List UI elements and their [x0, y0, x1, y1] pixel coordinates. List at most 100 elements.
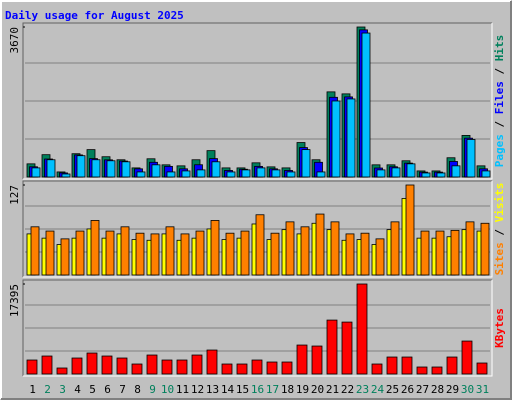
bar	[316, 171, 326, 178]
bar	[256, 167, 266, 178]
bar	[406, 163, 416, 178]
bar	[451, 165, 461, 178]
bar	[271, 169, 281, 178]
bar	[281, 361, 293, 375]
x-tick-label: 14	[221, 383, 235, 396]
bar	[151, 164, 161, 178]
bar	[435, 230, 445, 276]
bar	[266, 361, 278, 375]
x-tick-label: 13	[206, 383, 219, 396]
legend-entry: Files	[493, 81, 506, 114]
bar	[226, 171, 236, 178]
x-tick-label: 29	[446, 383, 459, 396]
bar	[311, 345, 323, 375]
bar	[136, 171, 146, 178]
bar	[166, 171, 176, 178]
x-tick-label: 16	[251, 383, 264, 396]
bar	[401, 356, 413, 375]
bar	[191, 354, 203, 375]
bar	[116, 357, 128, 375]
bar	[391, 167, 401, 178]
bar	[285, 221, 295, 276]
x-tick-label: 23	[356, 383, 369, 396]
bar	[241, 169, 251, 178]
bar	[56, 367, 68, 375]
bar	[61, 173, 71, 178]
x-tick-label: 20	[311, 383, 324, 396]
bar	[71, 357, 83, 375]
legend-entry: Hits	[493, 35, 506, 62]
x-tick-label: 6	[104, 383, 111, 396]
panel-shadow	[22, 22, 492, 179]
bar	[31, 167, 41, 178]
bar	[135, 232, 145, 276]
y-max-label: 17395	[8, 284, 21, 317]
bar	[211, 161, 221, 178]
bar	[101, 355, 113, 375]
legend-entry: Sites	[493, 242, 506, 275]
x-tick-label: 18	[281, 383, 294, 396]
bar	[206, 349, 218, 375]
bar	[270, 232, 280, 276]
legend: Pages / Files / Hits	[493, 35, 506, 168]
bar	[465, 221, 475, 276]
x-tick-label: 28	[431, 383, 444, 396]
bar	[436, 172, 446, 178]
bar	[346, 98, 356, 178]
x-tick-label: 17	[266, 383, 279, 396]
legend: Sites / Visits	[493, 183, 506, 276]
panel-light	[23, 280, 493, 377]
x-tick-label: 7	[119, 383, 126, 396]
bar	[296, 344, 308, 375]
bar	[300, 226, 310, 276]
bar	[180, 233, 190, 276]
bar	[450, 229, 460, 276]
bar	[255, 214, 265, 276]
legend-separator: /	[493, 222, 506, 242]
x-tick-label: 4	[74, 383, 81, 396]
bar	[236, 363, 248, 375]
bar	[420, 230, 430, 276]
bar	[481, 170, 491, 178]
bar	[386, 356, 398, 375]
bar	[176, 359, 188, 375]
bar	[326, 319, 338, 375]
x-tick-label: 1	[29, 383, 36, 396]
bar	[431, 366, 443, 375]
panel-light	[23, 181, 493, 278]
bar	[106, 160, 116, 178]
panel-shadow	[22, 279, 492, 376]
bar	[225, 232, 235, 276]
x-tick-label: 3	[59, 383, 66, 396]
bar	[375, 238, 385, 276]
bar	[76, 155, 86, 178]
x-tick-label: 26	[401, 383, 414, 396]
bar	[356, 283, 368, 375]
bar	[45, 230, 55, 276]
bar	[146, 354, 158, 375]
legend-separator: /	[493, 114, 506, 134]
bar	[405, 184, 415, 276]
x-tick-label: 25	[386, 383, 399, 396]
bar	[390, 221, 400, 276]
bar	[46, 159, 56, 178]
bar	[161, 359, 173, 375]
bar	[121, 161, 131, 178]
panel-light	[23, 23, 493, 180]
legend: KBytes	[493, 308, 506, 348]
bar	[421, 172, 431, 178]
bar	[105, 230, 115, 276]
bar	[416, 366, 428, 375]
x-tick-label: 5	[89, 383, 96, 396]
bar	[210, 220, 220, 276]
bar	[221, 363, 233, 375]
x-tick-label: 15	[236, 383, 249, 396]
y-max-label: 3670	[8, 27, 21, 54]
bar	[165, 226, 175, 276]
bar	[195, 230, 205, 276]
bar	[480, 222, 490, 276]
x-tick-label: 2	[44, 383, 51, 396]
